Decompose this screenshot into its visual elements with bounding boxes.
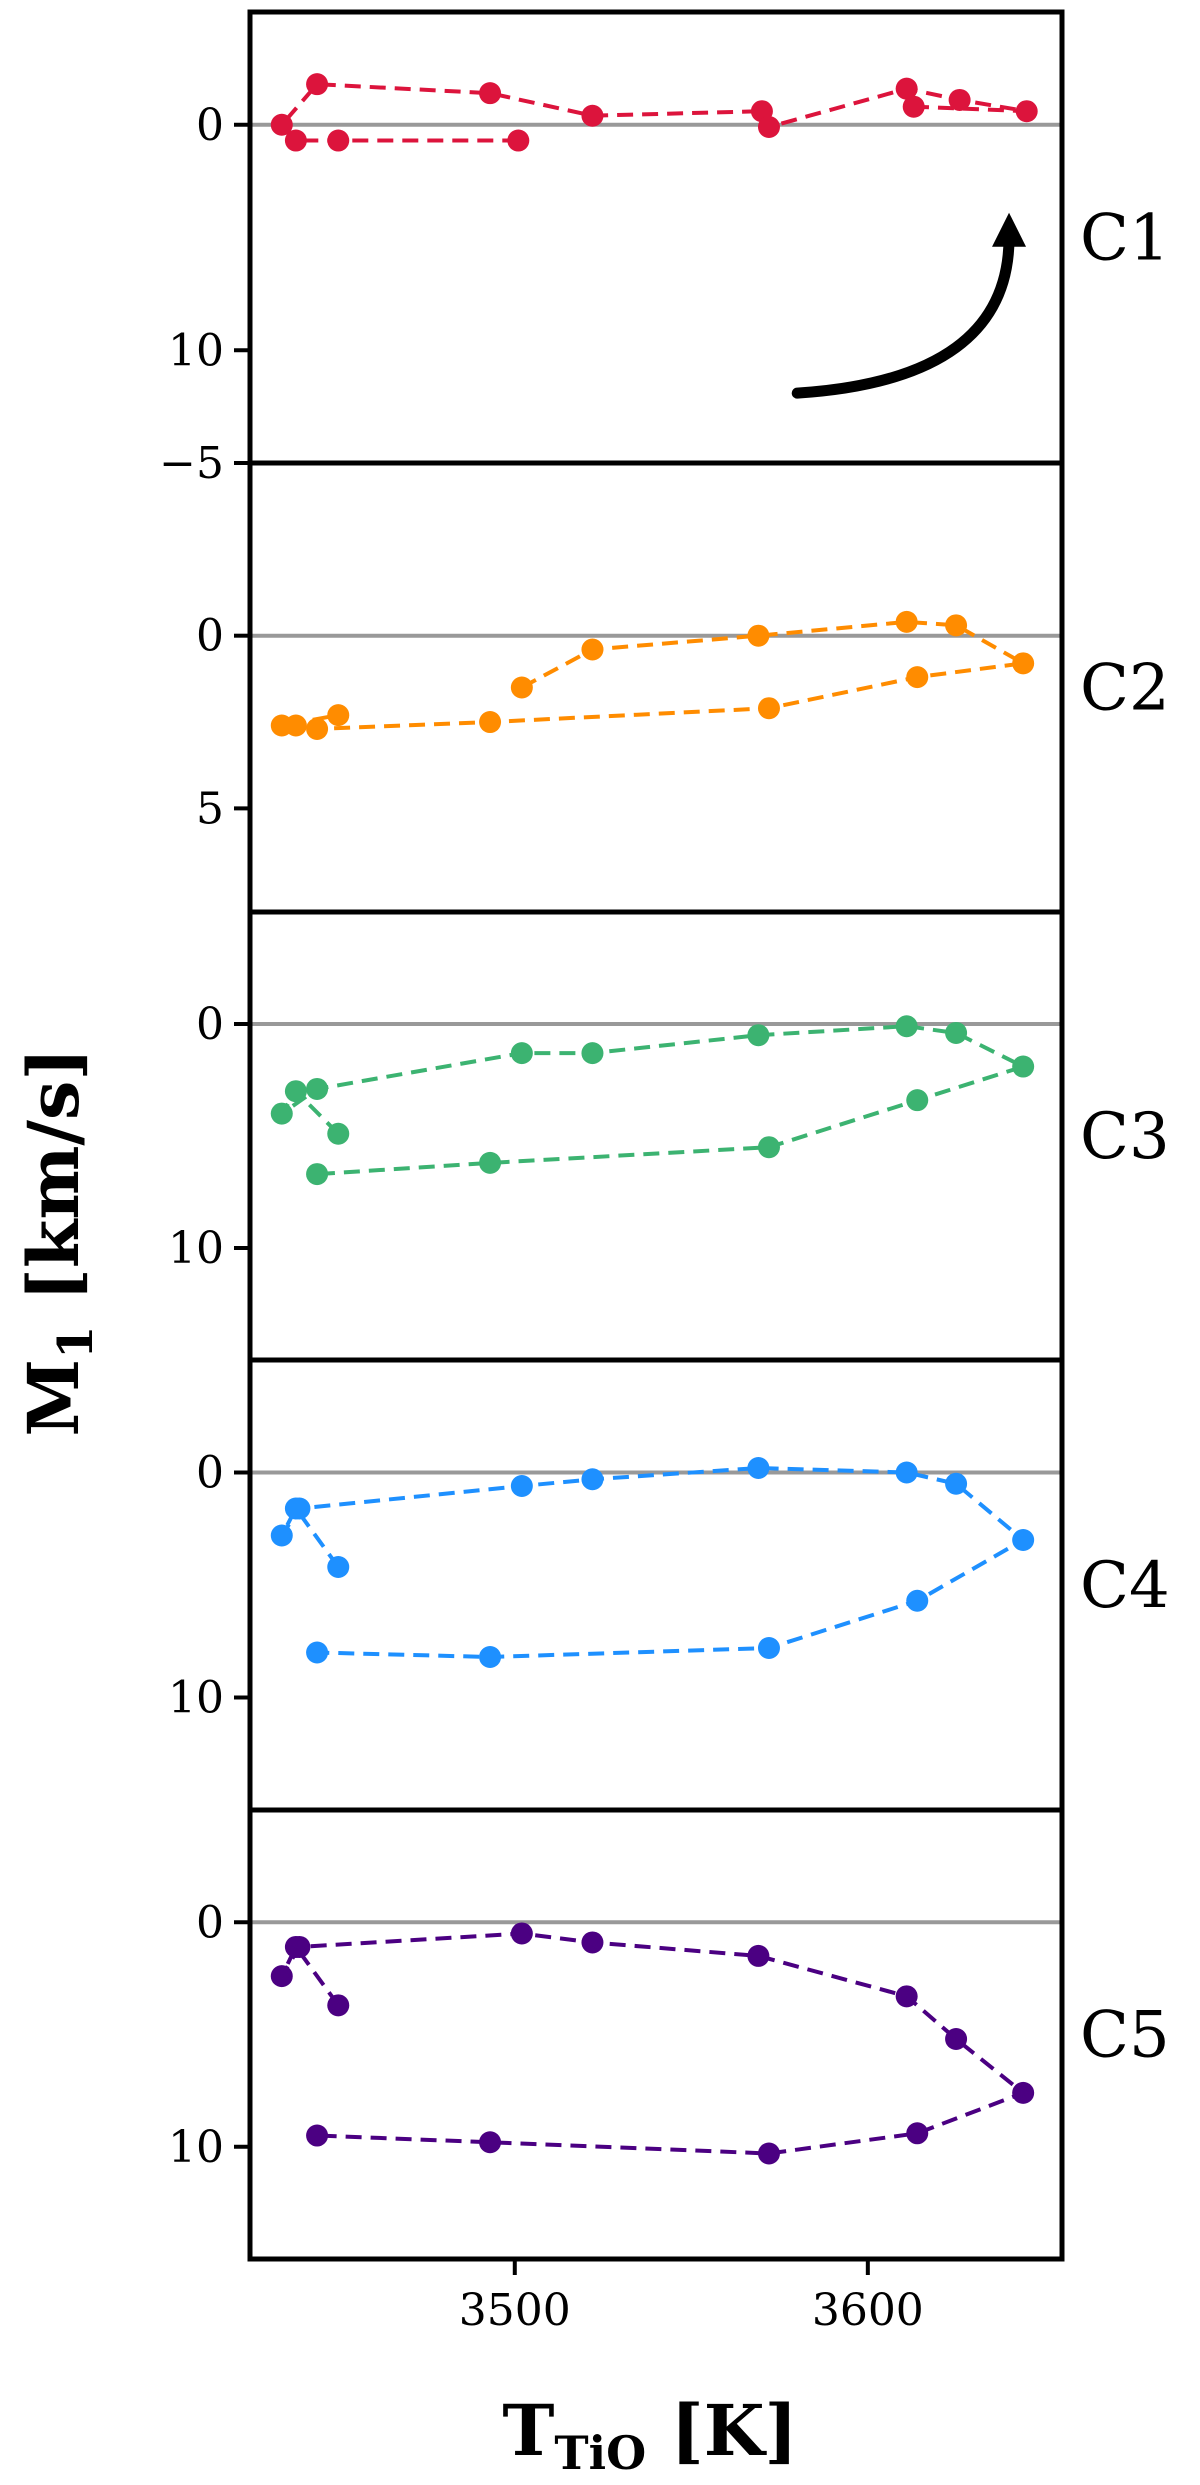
data-point: [306, 73, 329, 96]
x-axis-label: TTiO [K]: [502, 2389, 797, 2480]
data-point: [945, 2027, 968, 2050]
x-axis: 3500 3600: [459, 2259, 924, 2336]
data-point: [757, 1637, 780, 1659]
data-point: [479, 82, 502, 105]
data-point: [270, 1102, 293, 1125]
data-point: [479, 2131, 502, 2154]
data-point: [945, 1021, 968, 1044]
y-tick-label: −5: [159, 438, 224, 489]
data-point: [270, 113, 293, 136]
data-point: [306, 1641, 329, 1664]
data-point: [288, 1935, 311, 1958]
arrow-shaft: [791, 232, 1015, 399]
data-point: [1012, 652, 1035, 675]
y-tick-label: 0: [196, 611, 224, 662]
data-point: [270, 714, 293, 737]
data-point: [327, 1994, 350, 2017]
x-tick-label: 3600: [812, 2285, 924, 2336]
data-point: [306, 2124, 329, 2147]
data-point: [581, 638, 604, 661]
data-point: [288, 1497, 311, 1520]
data-point: [945, 614, 968, 637]
y-axis-label: M1 [km/s]: [12, 1047, 104, 1436]
panel-label: C4: [1080, 1549, 1170, 1623]
data-point: [510, 1042, 533, 1065]
data-point: [747, 1944, 770, 1967]
y-tick-label: 0: [196, 999, 224, 1050]
data-point: [747, 1457, 770, 1479]
panel-c3: 0 10 C3: [168, 909, 1170, 1363]
data-point: [327, 129, 350, 152]
data-point: [895, 1015, 918, 1038]
data-point: [1015, 100, 1038, 123]
panel-label: C2: [1080, 652, 1170, 726]
data-point: [327, 704, 350, 727]
data-point: [479, 711, 502, 734]
panels: 0 10 C1 −5 0 5 C2 0 10 C3 0 10 C4 0 10 C5: [159, 9, 1170, 2262]
panel-c5: 0 10 C5: [168, 1807, 1170, 2262]
data-point: [284, 1080, 307, 1103]
data-point: [306, 717, 329, 740]
panel-c1: 0 10 C1: [168, 9, 1170, 466]
y-tick-label: 0: [196, 1897, 224, 1948]
data-point: [895, 610, 918, 633]
data-point: [581, 1931, 604, 1954]
y-tick-label: 10: [168, 1223, 224, 1274]
data-point: [510, 1475, 533, 1497]
data-point: [581, 1468, 604, 1491]
data-point: [510, 1922, 533, 1945]
data-point: [479, 1151, 502, 1174]
data-point: [306, 1077, 329, 1100]
x-tick-label: 3500: [459, 2285, 571, 2336]
data-point: [902, 95, 925, 118]
data-point: [284, 129, 307, 152]
y-tick-label: 10: [168, 325, 224, 376]
y-tick-label: 10: [168, 2122, 224, 2173]
data-point: [945, 1472, 968, 1495]
data-point: [1012, 2081, 1035, 2104]
y-tick-label: 5: [196, 783, 224, 834]
panel-label: C5: [1080, 1999, 1170, 2073]
data-point: [327, 1556, 350, 1578]
data-point: [270, 1965, 293, 1988]
data-point: [906, 2122, 929, 2145]
panel-frame: [247, 1807, 1065, 2262]
series-line: [280, 1024, 1029, 1177]
data-point: [1012, 1529, 1035, 1551]
data-point: [906, 1089, 929, 1112]
data-point: [581, 104, 604, 127]
data-point: [270, 1524, 293, 1547]
panel-label: C1: [1080, 202, 1170, 276]
data-point: [306, 1163, 329, 1186]
data-point: [757, 697, 780, 720]
y-tick-label: 10: [168, 1673, 224, 1724]
data-point: [895, 1461, 918, 1484]
data-point: [948, 88, 971, 111]
data-point: [906, 666, 929, 689]
data-point: [479, 1646, 502, 1668]
data-point: [510, 676, 533, 699]
panel-label: C3: [1080, 1100, 1170, 1174]
data-point: [1012, 1055, 1035, 1078]
data-point: [581, 1042, 604, 1065]
arrow-head: [992, 212, 1027, 247]
data-point: [747, 1024, 770, 1047]
data-point: [507, 129, 530, 152]
y-tick-label: 0: [196, 1448, 224, 1499]
data-point: [895, 77, 918, 100]
y-tick-label: 0: [196, 100, 224, 151]
data-point: [327, 1122, 350, 1145]
data-point: [757, 1136, 780, 1159]
data-point: [895, 1985, 918, 2008]
data-point: [757, 116, 780, 139]
data-point: [906, 1589, 929, 1612]
data-point: [747, 624, 770, 647]
data-point: [757, 2142, 780, 2165]
panel-c4: 0 10 C4: [168, 1357, 1170, 1813]
